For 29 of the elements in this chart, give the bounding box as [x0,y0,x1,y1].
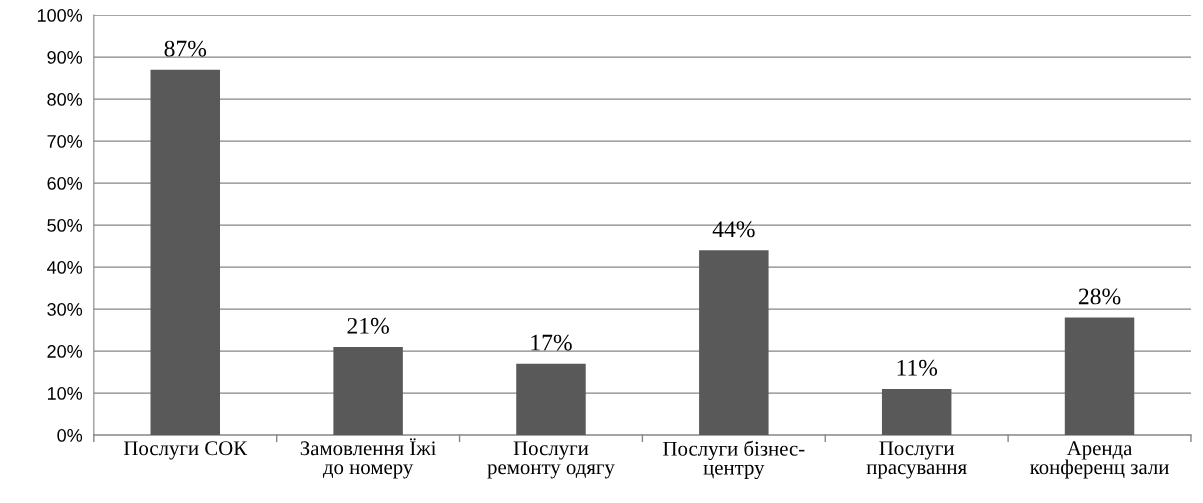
x-tick-label: Послуги СОК [123,441,248,460]
x-tick-label: Послуги бізнес- центру [663,440,805,480]
x-tick-label: Замовлення Їжі до номеру [300,438,437,479]
y-tick-label: 20% [47,345,83,358]
data-label: 21% [347,317,389,334]
bar [516,363,586,436]
bar [333,346,403,436]
data-label: 44% [712,221,755,238]
y-tick-label: 50% [47,219,83,232]
bar [699,250,769,436]
x-tick-label: Послуги прасування [866,441,967,479]
bar [881,388,952,436]
y-tick-label: 100% [37,9,83,22]
y-tick-label: 10% [47,387,83,400]
y-tick-label: 60% [47,177,83,190]
y-tick-label: 40% [47,261,83,274]
bar [150,69,220,436]
bar [1064,317,1135,436]
x-tick-label: Аренда конференц зали [1030,441,1169,479]
y-tick-label: 70% [47,135,83,148]
y-tick-label: 30% [47,303,83,316]
data-label: 87% [164,40,207,57]
y-tick-label: 80% [47,93,83,106]
data-label: 28% [1078,288,1121,305]
y-tick-label: 90% [47,51,83,64]
data-label: 11% [897,359,938,376]
x-tick-label: Послуги ремонту одягу [487,441,615,479]
y-tick-label: 0% [57,429,83,442]
data-label: 17% [531,334,572,351]
